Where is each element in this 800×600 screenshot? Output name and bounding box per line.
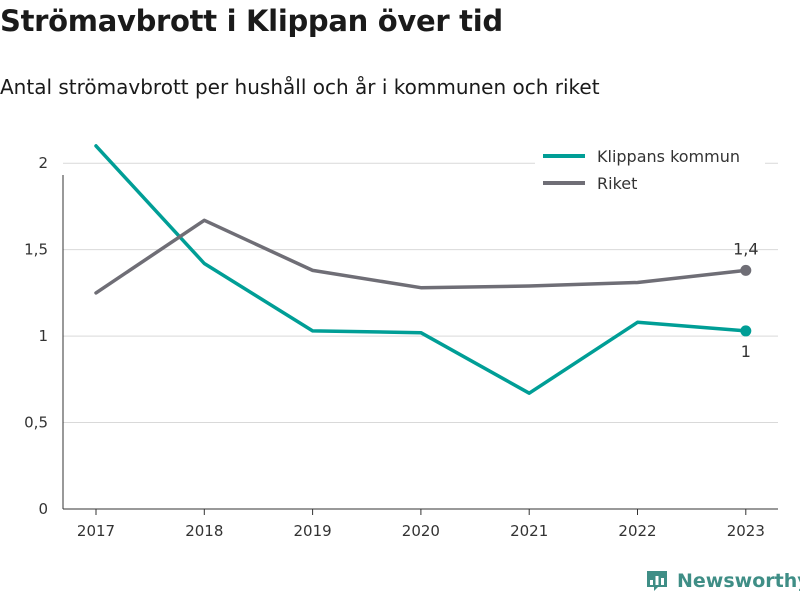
x-tick-label: 2017 (77, 522, 115, 540)
series-line-0 (94, 144, 748, 395)
end-value-label: 1 (741, 342, 751, 361)
y-tick-label: 0 (38, 500, 48, 518)
y-tick-label: 2 (38, 154, 48, 172)
x-tick-label: 2019 (294, 522, 332, 540)
chart-title: Strömavbrott i Klippan över tid (0, 4, 503, 38)
series-line-1 (94, 218, 748, 295)
brand-name: Newsworthy (677, 570, 800, 592)
end-value-label: 1,4 (733, 239, 758, 258)
x-tick-label: 2020 (402, 522, 440, 540)
series-endpoint-0 (740, 325, 752, 337)
series-endpoint-1 (740, 264, 752, 276)
x-tick-label: 2018 (185, 522, 223, 540)
x-tick-label: 2022 (618, 522, 656, 540)
y-tick-label: 1,5 (24, 241, 48, 259)
data-labels: 11,4 (733, 239, 758, 361)
axes: 0 0,5 1 1,5 2 2017 2018 2019 2020 2021 2022 2023 (24, 154, 778, 540)
legend-label: Klippans kommun (597, 147, 740, 166)
grid-lines (63, 162, 778, 424)
x-tick-label: 2021 (510, 522, 548, 540)
chart-subtitle: Antal strömavbrott per hushåll och år i … (0, 75, 600, 99)
x-tick-label: 2023 (727, 522, 765, 540)
y-tick-label: 1 (38, 327, 48, 345)
legend-label: Riket (597, 174, 637, 193)
newsworthy-brand: Newsworthy (645, 569, 800, 593)
newsworthy-logo-icon (647, 571, 667, 591)
legend: Klippans kommun Riket (535, 140, 765, 194)
y-tick-label: 0,5 (24, 414, 48, 432)
series-lines (94, 144, 752, 395)
